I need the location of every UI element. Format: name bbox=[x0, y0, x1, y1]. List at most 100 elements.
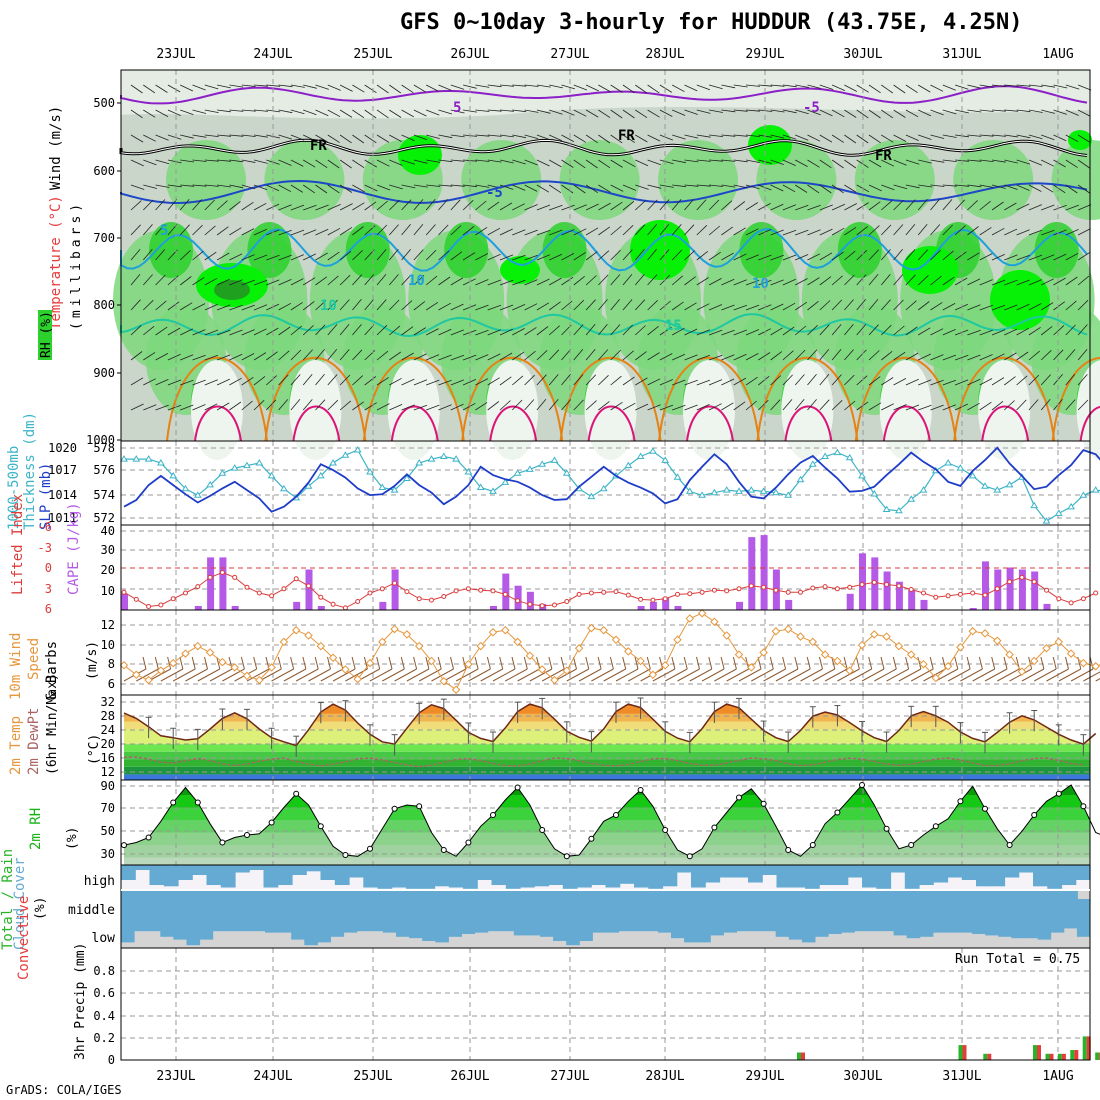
wind-barb bbox=[389, 134, 402, 142]
wind-barb bbox=[610, 159, 623, 168]
wind-speed-point bbox=[451, 685, 461, 694]
wind-barb bbox=[954, 379, 969, 386]
wind-barb bbox=[1053, 301, 1066, 311]
wind-barb bbox=[942, 224, 953, 236]
wind-barb bbox=[217, 109, 232, 113]
wind-barb bbox=[905, 224, 916, 236]
li-point bbox=[945, 593, 951, 599]
wind-speed-point bbox=[291, 625, 301, 635]
isotherm-25 bbox=[1079, 406, 1100, 442]
wind-speed-point bbox=[414, 641, 424, 651]
wind-barb bbox=[229, 279, 243, 286]
cloud-middle-bar bbox=[246, 890, 260, 920]
wind-speed-point bbox=[1017, 667, 1027, 676]
wind-barb bbox=[659, 224, 670, 236]
wind-barb bbox=[1077, 84, 1092, 91]
isotherm-25 bbox=[292, 405, 341, 442]
cloud-low-bar bbox=[304, 920, 318, 946]
wind-barb-10m bbox=[1095, 678, 1100, 682]
wind-barb bbox=[499, 400, 511, 411]
cloud-middle-bar bbox=[876, 890, 890, 920]
wind-barb-10m bbox=[295, 668, 319, 682]
wind-barb-10m bbox=[1083, 671, 1100, 682]
wind-barb bbox=[598, 184, 611, 193]
wind-barb bbox=[905, 84, 918, 94]
wind-barb bbox=[684, 109, 698, 115]
thickness-point bbox=[550, 456, 559, 463]
thickness-point bbox=[439, 452, 448, 459]
wind-barb bbox=[327, 109, 341, 118]
wind-barb bbox=[622, 159, 636, 168]
wind-barb bbox=[401, 84, 414, 94]
wind-barb bbox=[967, 159, 982, 162]
wind-barb bbox=[745, 376, 758, 386]
thickness-point bbox=[316, 471, 325, 479]
wind-barb-feather bbox=[794, 656, 799, 670]
wind-speed-point bbox=[1054, 637, 1064, 647]
wind-barb bbox=[585, 374, 596, 386]
wind-barb bbox=[610, 401, 623, 411]
li-point bbox=[847, 584, 853, 590]
wind-speed-point bbox=[513, 637, 522, 647]
wind-barb bbox=[930, 184, 945, 187]
wind-barb bbox=[893, 404, 907, 411]
wind-barb bbox=[155, 199, 166, 211]
wind-barb bbox=[598, 349, 609, 361]
wind-barb bbox=[192, 303, 206, 311]
wind-barb bbox=[979, 134, 994, 137]
li-point bbox=[232, 574, 238, 580]
wind-barb bbox=[942, 159, 957, 162]
wind-barb bbox=[192, 159, 207, 162]
wind-barb bbox=[930, 328, 944, 336]
wind-barb bbox=[647, 134, 661, 142]
cape-bar bbox=[194, 606, 202, 610]
li-point bbox=[281, 586, 287, 592]
wind-barb bbox=[130, 134, 144, 143]
wind-speed-point bbox=[980, 629, 990, 638]
wind-barb bbox=[881, 350, 893, 361]
wind-barb bbox=[450, 134, 465, 138]
cloud-middle-bar bbox=[989, 890, 1003, 920]
wind-barb bbox=[278, 326, 291, 336]
wind-barb bbox=[708, 251, 721, 261]
thickness-point bbox=[1079, 491, 1088, 498]
wind-barb bbox=[1016, 351, 1029, 361]
wind-barb-feather bbox=[782, 656, 787, 670]
wind-barb bbox=[647, 404, 661, 411]
cape-tick: 10 bbox=[101, 584, 115, 598]
wind-barb bbox=[1041, 229, 1055, 236]
wind-barb bbox=[1028, 350, 1040, 361]
li-point bbox=[687, 591, 693, 597]
wind-barb bbox=[475, 109, 490, 112]
rh-point bbox=[367, 845, 373, 852]
wind-barb bbox=[659, 109, 673, 117]
wind-barb bbox=[770, 351, 783, 361]
wind-barb bbox=[967, 304, 981, 311]
wind-barb bbox=[819, 109, 833, 117]
rh-point bbox=[785, 847, 792, 853]
wind-barb bbox=[192, 277, 205, 286]
cloud-high-bar bbox=[577, 865, 592, 888]
wind-barb bbox=[905, 404, 920, 411]
wind-barb bbox=[450, 184, 465, 187]
li-point bbox=[724, 588, 730, 594]
wind-barb bbox=[1004, 352, 1017, 361]
wind-barb bbox=[684, 250, 696, 261]
wind-barb bbox=[844, 250, 856, 261]
wind-barb-10m bbox=[997, 668, 1020, 682]
wind-barb bbox=[671, 199, 682, 211]
wind-barb bbox=[696, 277, 709, 286]
grads-credit: GrADS: COLA/IGES bbox=[6, 1083, 122, 1097]
wind-barb bbox=[967, 200, 978, 211]
wind-barb bbox=[622, 184, 637, 191]
wind-barb-10m bbox=[431, 668, 454, 682]
cape-bar bbox=[1006, 567, 1014, 610]
wind-barb bbox=[1004, 376, 1016, 386]
rh-shade-high bbox=[214, 280, 250, 300]
wind-barb-10m bbox=[677, 668, 700, 682]
rh-point bbox=[440, 847, 447, 853]
li-point bbox=[342, 605, 348, 611]
wind-barb bbox=[1077, 275, 1090, 286]
cloud-low-bar bbox=[788, 920, 803, 940]
wind-barb bbox=[1016, 109, 1031, 113]
